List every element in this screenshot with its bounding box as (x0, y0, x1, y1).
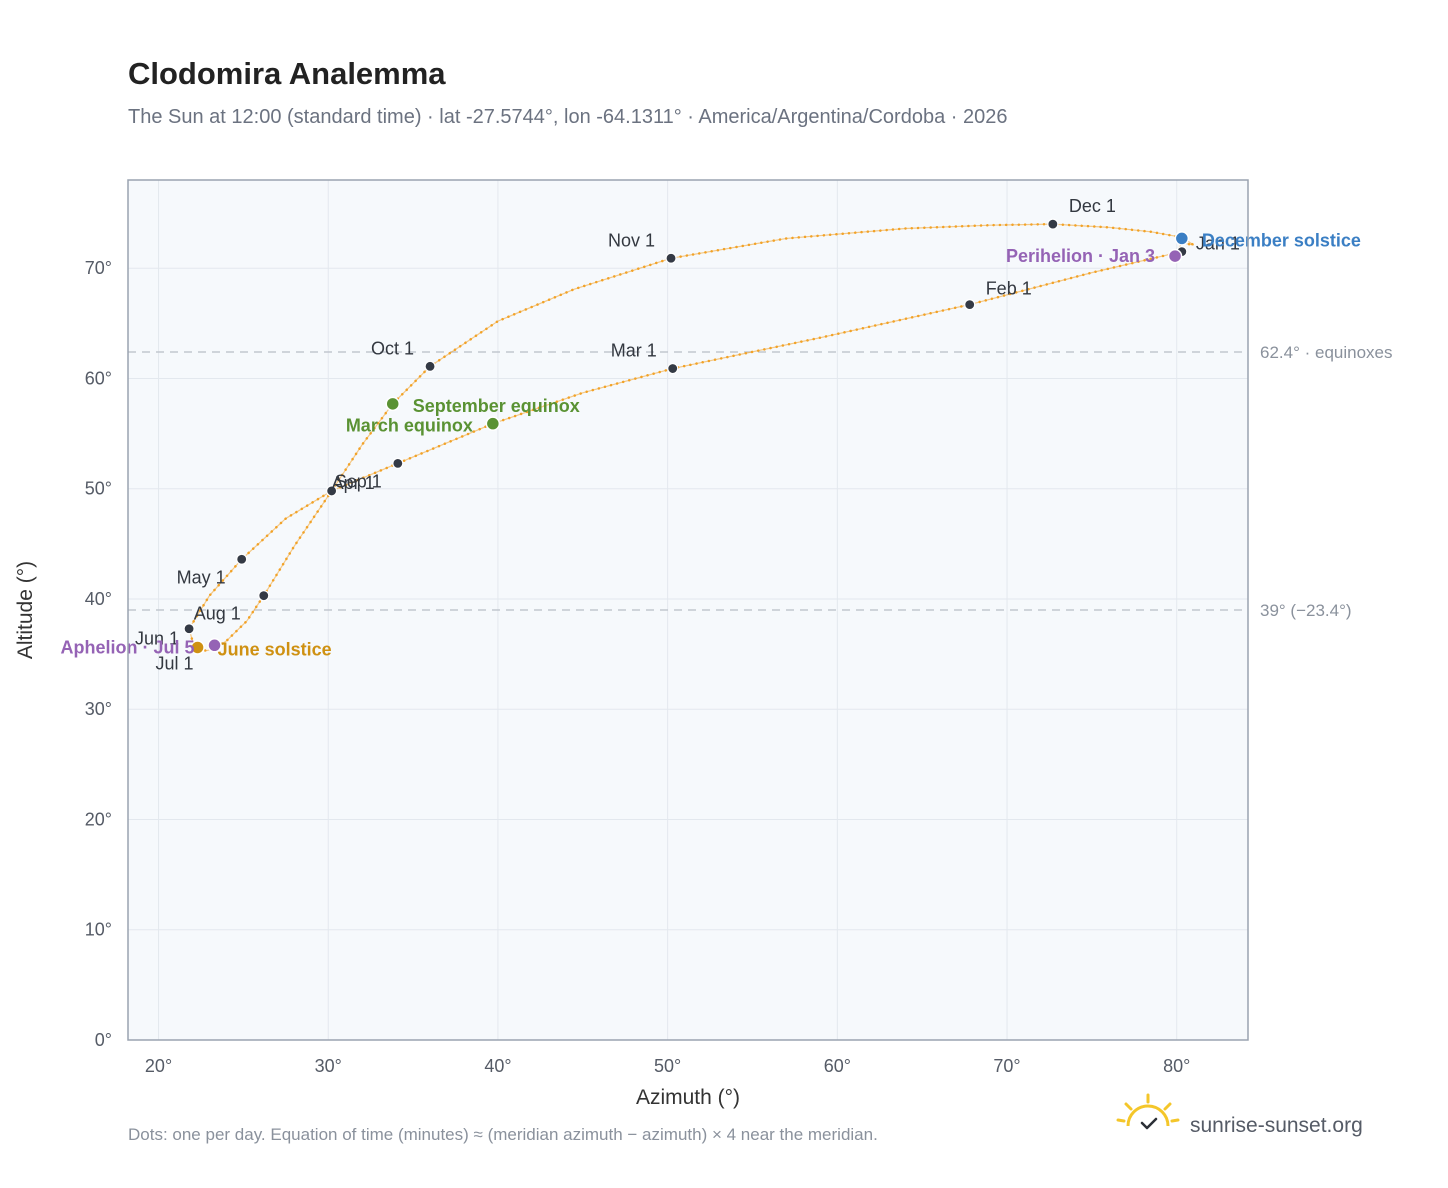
month-marker-label: Feb 1 (986, 279, 1032, 299)
footnote: Dots: one per day. Equation of time (min… (128, 1125, 878, 1144)
y-tick-label: 40° (85, 589, 112, 609)
y-tick-label: 20° (85, 809, 112, 829)
x-tick-label: 80° (1163, 1056, 1190, 1076)
analemma-curve (187, 222, 1195, 653)
reference-line-label: 62.4° · equinoxes (1260, 343, 1393, 362)
month-marker (665, 252, 677, 264)
event-label: June solstice (218, 639, 332, 659)
event-label: March equinox (346, 416, 473, 436)
event-label: Perihelion · Jan 3 (1006, 246, 1155, 266)
event-marker (1167, 248, 1183, 264)
month-marker-label: Oct 1 (371, 338, 414, 358)
x-tick-label: 20° (145, 1056, 172, 1076)
y-axis-label: Altitude (°) (14, 561, 37, 659)
chart-title: Clodomira Analemma (128, 56, 446, 91)
x-tick-label: 60° (824, 1056, 851, 1076)
y-tick-label: 0° (95, 1030, 112, 1050)
month-marker (964, 298, 976, 311)
chart-subtitle: The Sun at 12:00 (standard time) · lat -… (128, 106, 1007, 128)
month-marker (326, 485, 338, 497)
month-marker (392, 457, 404, 469)
x-tick-label: 70° (993, 1056, 1020, 1076)
event-label: September equinox (413, 396, 580, 416)
x-tick-label: 30° (315, 1056, 342, 1076)
month-marker (1047, 218, 1059, 230)
event-marker (190, 640, 205, 655)
month-marker-label: May 1 (177, 567, 226, 587)
month-marker (236, 553, 248, 565)
axis-ticks: 20° 30° 40° 50° 60° 70° 80° 0° 10° 20° 30° 40° 50° 60… (85, 258, 1191, 1076)
x-tick-label: 50° (654, 1056, 681, 1076)
y-tick-label: 60° (85, 368, 112, 388)
month-marker (183, 623, 195, 635)
reference-line-label: 39° (−23.4°) (1260, 601, 1352, 620)
event-marker (485, 416, 501, 431)
event-label: December solstice (1202, 230, 1361, 250)
y-tick-label: 70° (85, 258, 112, 278)
y-tick-label: 30° (85, 699, 112, 719)
y-tick-label: 10° (85, 920, 112, 940)
month-marker-label: Sep 1 (335, 471, 382, 491)
month-marker-label: Jul 1 (156, 653, 194, 673)
month-marker-label: Jun 1 (135, 629, 179, 649)
analemma-trace (188, 223, 1195, 652)
month-marker (258, 590, 270, 602)
month-marker-label: Jan 1 (1196, 234, 1240, 254)
month-marker (667, 362, 679, 375)
event-marker (1174, 231, 1190, 246)
month-marker-label: Aug 1 (194, 604, 241, 624)
brand-name: sunrise-sunset.org (1190, 1114, 1363, 1137)
plot-frame (127, 179, 1249, 1041)
y-tick-label: 50° (85, 479, 112, 499)
month-markers: Jan 1 Feb 1 Mar 1 Apr 1 May 1 Jun 1 Jul 1 Aug 1… (135, 196, 1240, 673)
reference-lines: 62.4° · equinoxes 39° (−23.4°) (128, 343, 1393, 620)
x-axis-label: Azimuth (°) (636, 1086, 740, 1109)
month-marker-label: Mar 1 (611, 341, 657, 361)
month-marker-label: Dec 1 (1069, 196, 1116, 216)
month-marker-label: Apr 1 (332, 473, 375, 493)
event-marker (385, 396, 400, 412)
month-marker-label: Nov 1 (608, 230, 655, 250)
event-marker (207, 638, 222, 653)
month-marker (424, 360, 436, 372)
x-tick-label: 40° (484, 1056, 511, 1076)
sun-check-icon (1116, 1093, 1180, 1130)
